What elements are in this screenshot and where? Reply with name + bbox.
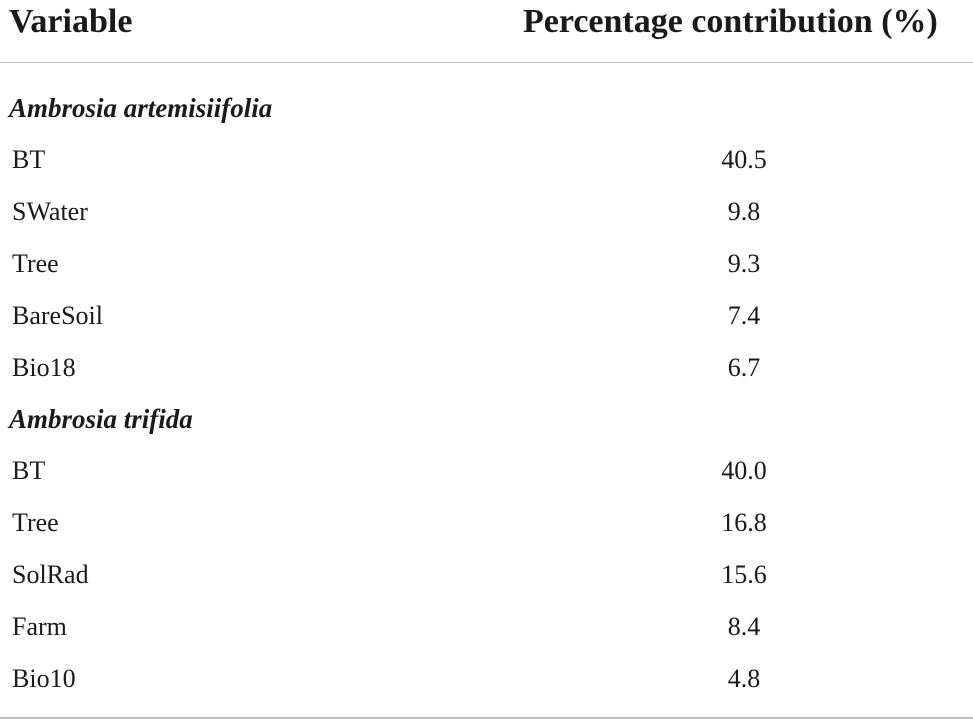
variable-cell: BareSoil bbox=[12, 301, 103, 330]
table-row: Farm 8.4 bbox=[0, 601, 973, 653]
value-cell: 7.4 bbox=[727, 301, 761, 330]
group-row-ambrosia-artemisiifolia: Ambrosia artemisiifolia bbox=[0, 82, 973, 134]
variable-cell: SolRad bbox=[12, 560, 89, 589]
table-row: SolRad 15.6 bbox=[0, 549, 973, 601]
value-cell: 16.8 bbox=[721, 508, 767, 537]
table-row: BareSoil 7.4 bbox=[0, 290, 973, 342]
table-row: Tree 16.8 bbox=[0, 497, 973, 549]
variable-cell: Tree bbox=[12, 508, 59, 537]
value-cell: 15.6 bbox=[721, 560, 767, 589]
variable-cell: Bio18 bbox=[12, 353, 76, 382]
variable-cell: BT bbox=[12, 145, 46, 174]
table-row: BT 40.5 bbox=[0, 134, 973, 186]
table-row: Tree 9.3 bbox=[0, 238, 973, 290]
table-row: BT 40.0 bbox=[0, 445, 973, 497]
variable-cell: Bio10 bbox=[12, 664, 76, 693]
column-header-variable: Variable bbox=[9, 3, 133, 40]
header-divider bbox=[0, 62, 973, 63]
column-header-percentage: Percentage contribution (%) bbox=[523, 3, 938, 40]
table-row: Bio18 6.7 bbox=[0, 342, 973, 394]
table-row: Bio10 4.8 bbox=[0, 653, 973, 705]
variable-cell: BT bbox=[12, 456, 46, 485]
value-cell: 40.0 bbox=[721, 456, 767, 485]
group-row-ambrosia-trifida: Ambrosia trifida bbox=[0, 393, 973, 445]
table-bottom-rule bbox=[0, 717, 973, 719]
variable-cell: Farm bbox=[12, 612, 67, 641]
value-cell: 8.4 bbox=[727, 612, 761, 641]
value-cell: 9.3 bbox=[727, 249, 761, 278]
group-label: Ambrosia trifida bbox=[9, 404, 193, 434]
table-row: SWater 9.8 bbox=[0, 186, 973, 238]
value-cell: 40.5 bbox=[721, 145, 767, 174]
variable-cell: SWater bbox=[12, 197, 88, 226]
table-header: Variable Percentage contribution (%) bbox=[0, 0, 973, 62]
value-cell: 6.7 bbox=[727, 353, 761, 382]
value-cell: 9.8 bbox=[727, 197, 761, 226]
variable-cell: Tree bbox=[12, 249, 59, 278]
group-label: Ambrosia artemisiifolia bbox=[9, 93, 273, 123]
value-cell: 4.8 bbox=[727, 664, 761, 693]
